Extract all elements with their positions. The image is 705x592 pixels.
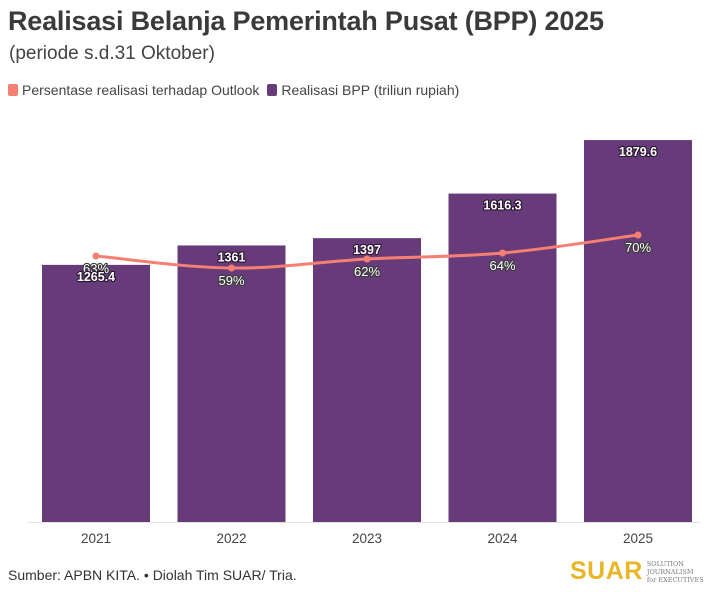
bar-value-label-2022: 1361	[218, 250, 246, 264]
bar-value-label-2023: 1397	[353, 243, 381, 257]
logo-wordmark: SUAR	[570, 557, 643, 585]
percentage-label-2022: 59%	[218, 273, 244, 288]
legend-item-realisasi: Realisasi BPP (triliun rupiah)	[267, 82, 459, 98]
x-tick-label-2022: 2022	[216, 531, 246, 546]
legend-label-realisasi: Realisasi BPP (triliun rupiah)	[281, 82, 460, 98]
x-tick-label-2024: 2024	[487, 531, 518, 546]
logo-tagline: SOLUTION JOURNALISM for EXECUTIVES	[647, 560, 705, 584]
logo-tagline-line2: for EXECUTIVES	[646, 575, 704, 584]
legend-swatch-bar	[267, 84, 278, 96]
bar-2023	[313, 238, 421, 523]
line-point-2023	[363, 255, 371, 263]
bar-value-label-2024: 1616.3	[483, 199, 521, 213]
bar-value-label-2021: 1265.4	[77, 270, 115, 284]
bar-value-label-2025: 1879.6	[619, 145, 657, 159]
x-tick-label-2023: 2023	[352, 531, 382, 546]
legend-label-percentage: Persentase realisasi terhadap Outlook	[22, 82, 260, 98]
line-point-2024	[499, 249, 506, 257]
bar-2022	[177, 245, 286, 522]
percentage-label-2021: 63%	[83, 261, 109, 276]
chart-subtitle: (periode s.d.31 Oktober)	[9, 43, 215, 64]
legend-swatch-line	[8, 84, 18, 96]
x-tick-label-2025: 2025	[623, 531, 653, 546]
suar-logo: SUAR SOLUTION JOURNALISM for EXECUTIVES	[570, 559, 705, 584]
line-point-2021	[92, 252, 100, 260]
bar-2021	[42, 264, 150, 522]
chart-legend: Persentase realisasi terhadap Outlook Re…	[8, 82, 467, 98]
source-note: Sumber: APBN KITA. • Diolah Tim SUAR/ Tr…	[8, 567, 297, 583]
line-point-2025	[634, 231, 642, 239]
legend-item-percentage: Persentase realisasi terhadap Outlook	[8, 82, 259, 98]
logo-tagline-line1: SOLUTION JOURNALISM	[646, 559, 694, 576]
bar-2025	[584, 140, 692, 522]
percentage-label-2025: 70%	[625, 240, 651, 255]
bar-2024	[448, 193, 557, 522]
percentage-label-2023: 62%	[354, 264, 380, 279]
chart-title: Realisasi Belanja Pemerintah Pusat (BPP)…	[8, 6, 604, 36]
percentage-label-2024: 64%	[489, 258, 515, 273]
x-tick-label-2021: 2021	[81, 531, 111, 546]
line-point-2022	[228, 264, 235, 272]
